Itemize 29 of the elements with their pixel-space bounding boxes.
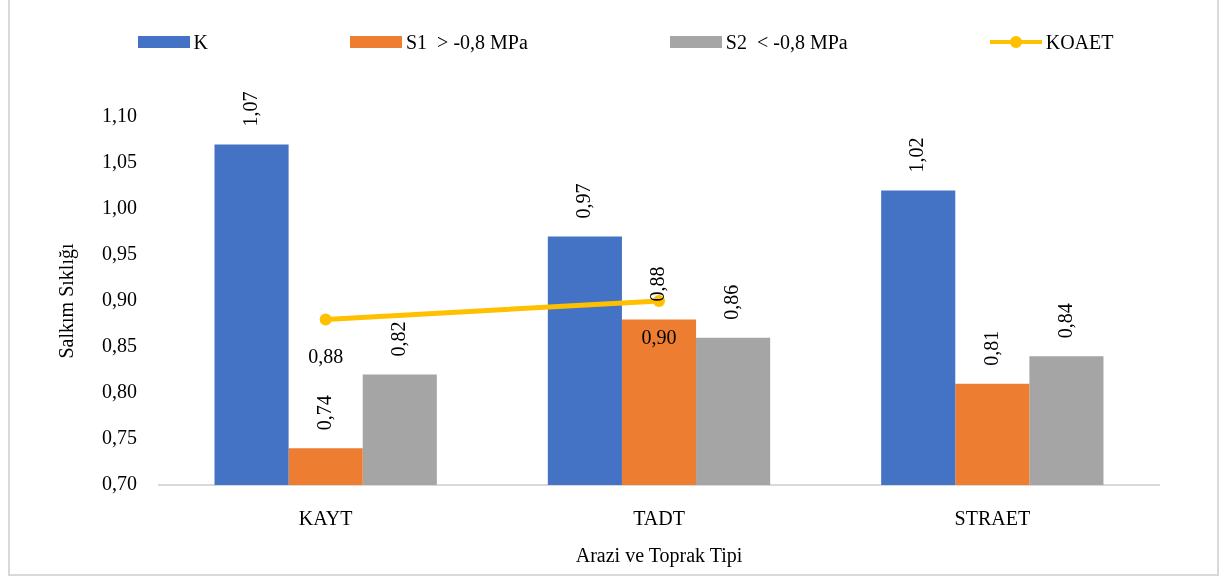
legend-label: K [193, 30, 208, 54]
y-tick-label: 1,10 [102, 104, 137, 127]
legend-label: S2 < -0,8 MPa [725, 30, 848, 54]
y-tick-label: 0,90 [102, 288, 137, 311]
x-tick-label: STRAET [954, 507, 1031, 530]
x-tick-label: TADT [633, 507, 685, 530]
y-tick-label: 0,95 [102, 242, 137, 265]
data-label: 1,07 [238, 91, 261, 127]
y-tick-label: 1,05 [102, 150, 137, 173]
data-label: 0,90 [641, 326, 677, 349]
data-label: 0,97 [572, 183, 595, 219]
x-tick-label: KAYT [298, 507, 353, 530]
legend-label: KOAET [1045, 30, 1114, 54]
y-tick-label: 1,00 [102, 196, 137, 219]
data-label: 0,84 [1053, 303, 1076, 339]
data-label: 0,81 [979, 330, 1002, 366]
data-label: 0,82 [387, 321, 410, 357]
x-axis-title: Arazi ve Toprak Tipi [575, 544, 743, 568]
data-label: 0,74 [312, 395, 335, 431]
y-tick-label: 0,80 [102, 380, 137, 403]
y-tick-label: 0,70 [102, 472, 137, 495]
y-axis-title: Salkım Sıklığı [55, 243, 79, 359]
y-tick-label: 0,85 [102, 334, 137, 357]
legend-label: S1 > -0,8 MPa [405, 30, 528, 54]
data-label: 1,02 [905, 137, 928, 173]
data-label: 0,88 [308, 344, 344, 367]
y-tick-label: 0,75 [102, 426, 137, 449]
data-label: 0,86 [720, 284, 743, 320]
data-label: 0,88 [646, 266, 669, 302]
